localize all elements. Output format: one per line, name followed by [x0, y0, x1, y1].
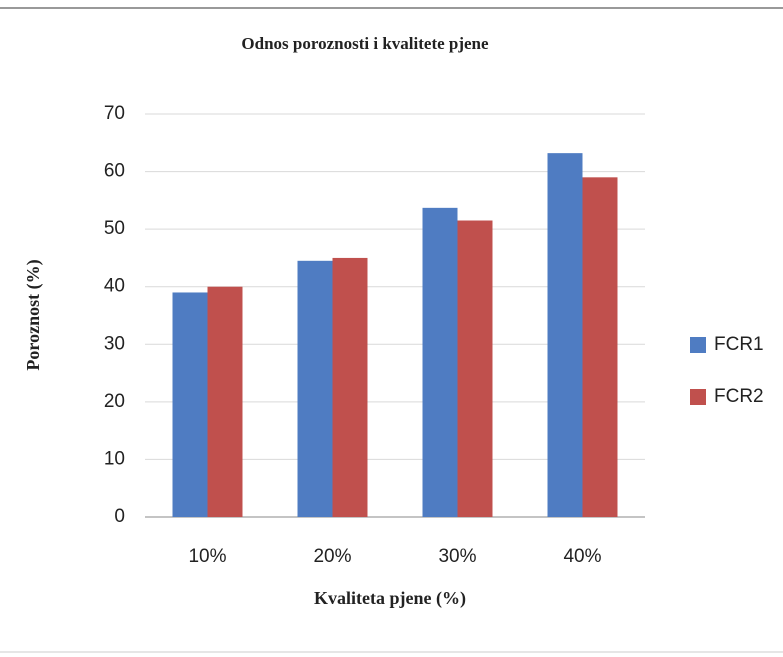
legend-swatch — [690, 389, 706, 405]
bar — [172, 292, 208, 517]
legend-label: FCR2 — [714, 386, 764, 407]
y-tick-label: 40 — [104, 276, 125, 297]
y-tick-label: 30 — [104, 333, 125, 354]
y-axis-label: Poroznost (%) — [23, 259, 44, 370]
y-tick-label: 20 — [104, 391, 125, 412]
y-tick-label: 60 — [104, 161, 125, 182]
bar — [582, 177, 618, 518]
x-tick-label: 10% — [188, 546, 226, 567]
x-tick-label: 40% — [563, 546, 601, 567]
x-tick-label: 30% — [438, 546, 476, 567]
legend-label: FCR1 — [714, 334, 764, 355]
bar — [457, 220, 493, 517]
chart-title: Odnos poroznosti i kvalitete pjene — [241, 34, 489, 53]
x-axis-label: Kvaliteta pjene (%) — [314, 588, 466, 609]
y-tick-label: 50 — [104, 218, 125, 239]
bar — [422, 207, 458, 517]
y-tick-label: 70 — [104, 103, 125, 124]
bar — [207, 286, 243, 517]
y-tick-label: 10 — [104, 448, 125, 469]
bar — [332, 257, 368, 517]
y-tick-label: 0 — [114, 506, 125, 527]
x-tick-label: 20% — [313, 546, 351, 567]
legend-swatch — [690, 337, 706, 353]
bar — [547, 153, 583, 518]
bar — [297, 260, 333, 517]
